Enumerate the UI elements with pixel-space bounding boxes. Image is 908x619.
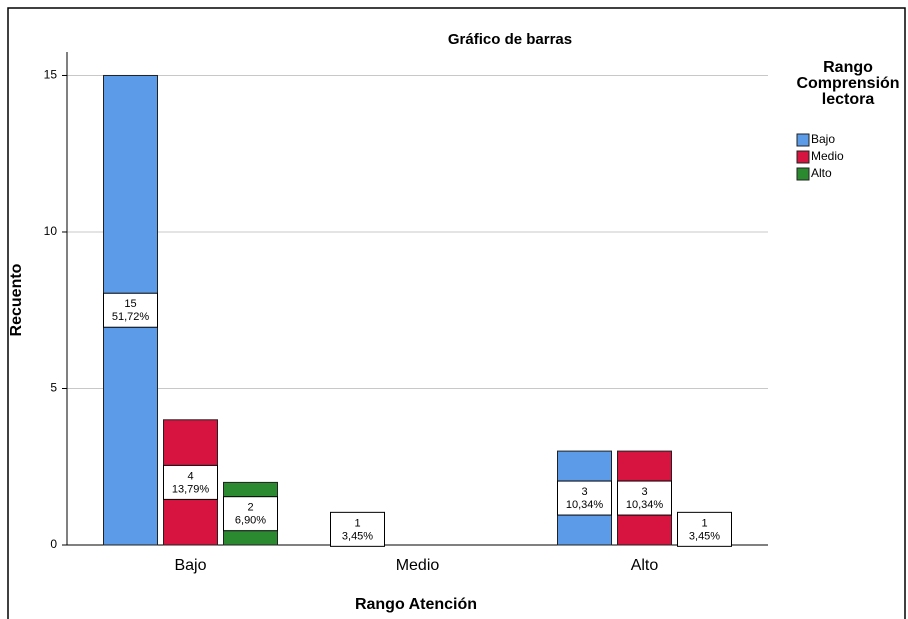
chart-title: Gráfico de barras <box>448 31 572 48</box>
data-label: 10,34% <box>566 499 604 511</box>
label-box <box>103 292 158 328</box>
x-tick-label: Alto <box>631 557 659 574</box>
legend-label: Alto <box>811 166 832 180</box>
data-label: 3,45% <box>342 530 373 542</box>
legend-swatch <box>796 167 810 181</box>
data-label: 3 <box>581 486 587 498</box>
data-label: 2 <box>247 502 253 514</box>
frame <box>7 7 906 619</box>
label-box <box>163 464 218 500</box>
legend-label: Bajo <box>811 132 835 146</box>
data-label: 51,72% <box>112 311 150 323</box>
legend-swatch <box>796 133 810 147</box>
data-label: 4 <box>187 470 193 482</box>
data-label: 6,90% <box>235 515 266 527</box>
data-label: 3 <box>641 486 647 498</box>
y-tick-label: 5 <box>50 381 57 395</box>
label-box <box>223 496 278 532</box>
x-axis-label: Rango Atención <box>355 596 477 613</box>
x-tick-label: Medio <box>396 557 440 574</box>
y-tick-label: 10 <box>44 224 58 238</box>
data-label: 1 <box>354 517 360 529</box>
y-axis-label: Recuento <box>8 263 25 336</box>
data-label: 10,34% <box>626 499 664 511</box>
y-tick-label: 0 <box>50 537 57 551</box>
data-label: 13,79% <box>172 483 210 495</box>
label-box <box>677 511 732 547</box>
label-box <box>557 480 612 516</box>
data-label: 1 <box>701 517 707 529</box>
label-box <box>330 511 385 547</box>
legend-label: Medio <box>811 149 844 163</box>
y-tick-label: 15 <box>44 68 58 82</box>
data-label: 15 <box>124 298 136 310</box>
x-tick-label: Bajo <box>174 557 206 574</box>
legend-title: Rango Comprensión lectora <box>796 59 900 108</box>
data-label: 3,45% <box>689 530 720 542</box>
legend-swatch <box>796 150 810 164</box>
label-box <box>617 480 672 516</box>
